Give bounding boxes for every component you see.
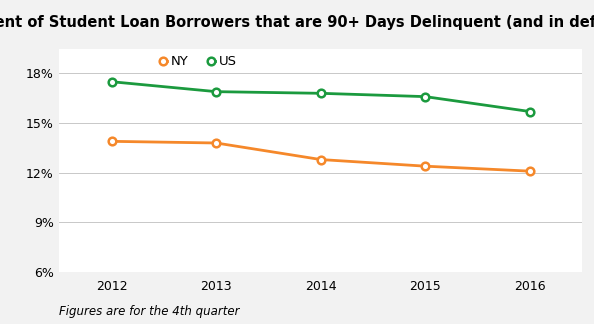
NY (213, 141, 220, 145)
Text: Percent of Student Loan Borrowers that are 90+ Days Delinquent (and in default): Percent of Student Loan Borrowers that a… (0, 15, 594, 30)
US (317, 91, 324, 95)
Legend: NY, US: NY, US (160, 55, 237, 68)
NY (317, 157, 324, 161)
NY (422, 164, 429, 168)
US (108, 80, 115, 84)
NY (526, 169, 533, 173)
Line: NY: NY (108, 137, 533, 175)
Text: Figures are for the 4th quarter: Figures are for the 4th quarter (59, 305, 240, 318)
US (213, 90, 220, 94)
Line: US: US (108, 78, 533, 115)
NY (108, 139, 115, 143)
US (422, 95, 429, 98)
US (526, 110, 533, 113)
